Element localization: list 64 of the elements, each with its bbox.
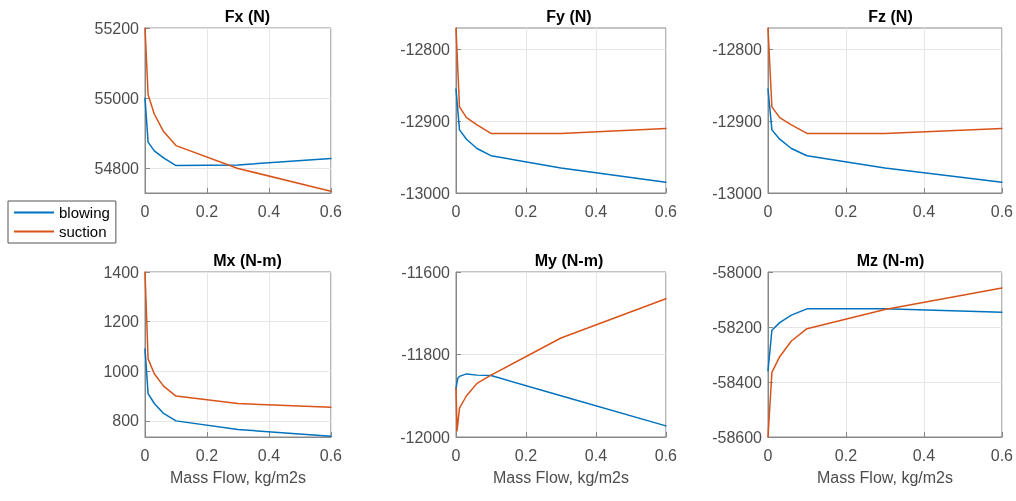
line-series — [767, 27, 1003, 135]
x-tick-label: 0.6 — [319, 446, 343, 464]
chart-title: Fz (N) — [868, 7, 913, 25]
y-tick-label: -58000 — [712, 263, 763, 281]
y-tick-label: 55200 — [94, 19, 140, 37]
x-tick-label: 0.2 — [514, 202, 538, 220]
line-series — [144, 27, 332, 192]
y-tick-label: 1000 — [103, 362, 140, 380]
x-tick-label: 0 — [451, 446, 461, 464]
y-tick-label: -11800 — [401, 346, 451, 363]
y-tick-label: -58600 — [712, 428, 763, 446]
y-tick-label: 1400 — [103, 263, 140, 281]
x-tick-label: 0 — [763, 446, 773, 464]
x-tick-label: 0.4 — [257, 446, 281, 464]
y-tick-label: 1200 — [103, 313, 140, 331]
y-tick-label: -12900 — [712, 112, 763, 130]
chart-title: Mz (N-m) — [856, 251, 925, 269]
x-tick-label: 0.2 — [834, 446, 858, 464]
x-tick-label: 0.2 — [514, 446, 538, 464]
y-tick-label: -58400 — [712, 373, 763, 391]
x-tick-label: 0.2 — [195, 202, 219, 220]
legend-label: suction — [59, 223, 107, 240]
x-tick-label: 0.4 — [584, 202, 608, 220]
chart-title: Fy (N) — [546, 7, 592, 25]
x-tick-label: 0.4 — [912, 202, 936, 220]
x-tick-label: 0 — [451, 202, 461, 220]
legend-label: blowing — [59, 204, 110, 221]
y-tick-label: -12800 — [712, 41, 763, 59]
y-tick-label: -12000 — [400, 428, 451, 446]
y-tick-label: -11600 — [401, 263, 451, 281]
x-tick-label: 0.6 — [654, 446, 678, 464]
x-tick-label: 0.4 — [257, 202, 281, 220]
line-series — [455, 88, 667, 183]
x-tick-label: 0.6 — [990, 446, 1014, 464]
y-tick-label: -13000 — [400, 184, 451, 202]
line-series — [455, 27, 667, 135]
line-series — [767, 308, 1003, 372]
y-tick-label: -13000 — [712, 184, 763, 202]
x-axis-title: Mass Flow, kg/m2s — [169, 468, 306, 486]
x-tick-label: 0.6 — [990, 202, 1014, 220]
line-series — [455, 298, 667, 432]
x-tick-label: 0.2 — [834, 202, 858, 220]
y-tick-label: -12800 — [400, 41, 451, 59]
y-tick-label: 54800 — [94, 159, 140, 177]
y-tick-label: 800 — [112, 412, 140, 430]
chart-title: Mx (N-m) — [213, 251, 282, 269]
y-tick-label: -58200 — [712, 318, 763, 336]
y-tick-label: -12900 — [400, 112, 451, 130]
x-tick-label: 0 — [140, 202, 150, 220]
x-tick-label: 0 — [140, 446, 150, 464]
x-tick-label: 0.2 — [195, 446, 219, 464]
chart-title: Fx (N) — [224, 7, 271, 25]
y-tick-label: 55000 — [94, 89, 140, 107]
x-tick-label: 0.6 — [654, 202, 678, 220]
x-axis-title: Mass Flow, kg/m2s — [492, 468, 629, 486]
x-tick-label: 0.6 — [319, 202, 343, 220]
line-series — [144, 97, 332, 167]
line-series — [455, 373, 667, 427]
x-tick-label: 0 — [763, 202, 773, 220]
chart-title: My (N-m) — [534, 251, 604, 269]
x-axis-title: Mass Flow, kg/m2s — [816, 468, 953, 486]
x-tick-label: 0.4 — [584, 446, 608, 464]
line-series — [767, 88, 1003, 183]
x-tick-label: 0.4 — [912, 446, 936, 464]
